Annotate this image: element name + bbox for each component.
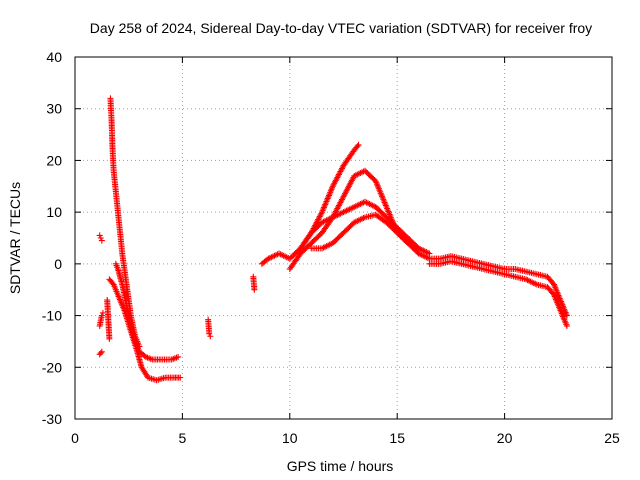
data-point [97, 235, 104, 241]
data-point [207, 333, 214, 340]
data-point [104, 297, 111, 304]
gridlines [75, 57, 612, 419]
y-axis-label: SDTVAR / TECUs [7, 182, 23, 294]
data-point [98, 312, 105, 319]
x-tick-label: 20 [497, 430, 513, 446]
data-point [98, 348, 105, 355]
data-point [563, 322, 570, 329]
data-point [109, 280, 116, 287]
y-tick-label: 30 [46, 101, 62, 117]
y-tick-label: -10 [42, 308, 62, 324]
x-axis-label: GPS time / hours [287, 458, 394, 474]
data-point [99, 309, 106, 316]
data-point [355, 141, 362, 148]
data-point [175, 353, 182, 360]
data-point [251, 286, 258, 293]
data-point [426, 250, 433, 257]
axis-ticks: 0 5 10 15 20 25 -30 -20 -10 0 10 20 30 40 [42, 49, 620, 446]
plot-frame [74, 56, 613, 420]
y-tick-label: 10 [46, 204, 62, 220]
data-point [177, 374, 184, 381]
x-tick-label: 10 [282, 430, 298, 446]
y-tick-label: 20 [46, 152, 62, 168]
data-markers [96, 95, 570, 384]
x-tick-label: 15 [389, 430, 405, 446]
y-tick-label: -20 [42, 359, 62, 375]
chart-title: Day 258 of 2024, Sidereal Day-to-day VTE… [90, 20, 592, 36]
y-tick-label: 0 [54, 256, 62, 272]
data-point [98, 237, 105, 244]
y-tick-label: 40 [46, 49, 62, 65]
x-tick-label: 25 [604, 430, 620, 446]
x-tick-label: 5 [179, 430, 187, 446]
y-tick-label: -30 [42, 411, 62, 427]
data-point [206, 330, 213, 337]
data-point [97, 350, 104, 357]
data-point [354, 143, 361, 150]
x-tick-label: 0 [71, 430, 79, 446]
data-point [96, 232, 103, 239]
